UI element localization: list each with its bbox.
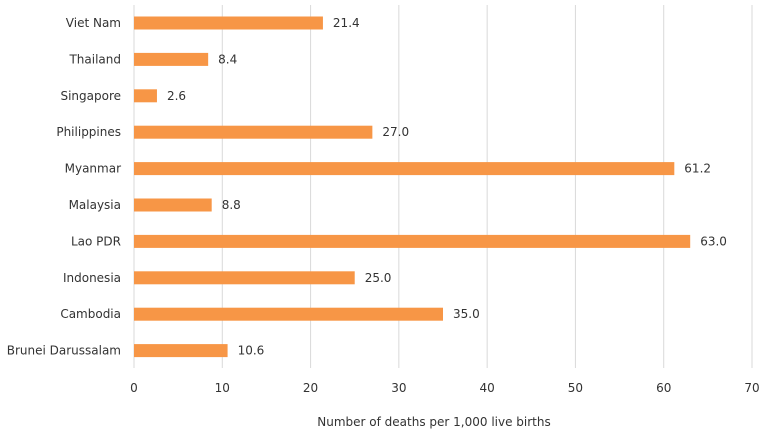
bar bbox=[134, 162, 675, 176]
bars bbox=[134, 16, 691, 358]
data-label: 25.0 bbox=[365, 271, 392, 285]
data-label: 8.8 bbox=[222, 198, 241, 212]
category-label: Thailand bbox=[68, 52, 121, 66]
bar bbox=[134, 52, 209, 66]
bar bbox=[134, 307, 443, 321]
category-label: Myanmar bbox=[65, 162, 121, 176]
bar bbox=[134, 16, 323, 30]
data-labels: 21.4 8.4 2.6 27.0 61.2 8.8 63.0 25.0 35.0 10.6 bbox=[167, 16, 727, 358]
bar bbox=[134, 344, 228, 358]
x-tick-label: 20 bbox=[303, 381, 318, 395]
data-label: 10.6 bbox=[238, 344, 265, 358]
category-label: Singapore bbox=[60, 89, 121, 103]
category-label: Brunei Darussalam bbox=[7, 344, 121, 358]
category-label: Indonesia bbox=[63, 271, 121, 285]
x-tick-label: 30 bbox=[391, 381, 406, 395]
data-label: 61.2 bbox=[684, 162, 711, 176]
gridlines bbox=[133, 5, 753, 368]
bar bbox=[134, 89, 157, 103]
bar bbox=[134, 125, 373, 139]
x-tick-label: 70 bbox=[744, 381, 759, 395]
category-label: Viet Nam bbox=[66, 16, 121, 30]
bar bbox=[134, 234, 691, 248]
bar bbox=[134, 198, 212, 212]
data-label: 35.0 bbox=[453, 307, 480, 321]
data-label: 63.0 bbox=[700, 234, 727, 248]
bar bbox=[134, 271, 355, 285]
data-label: 21.4 bbox=[333, 16, 360, 30]
x-axis-title: Number of deaths per 1,000 live births bbox=[317, 415, 550, 429]
data-label: 2.6 bbox=[167, 89, 186, 103]
x-tick-label: 50 bbox=[568, 381, 583, 395]
category-label: Cambodia bbox=[60, 307, 121, 321]
data-label: 8.4 bbox=[218, 52, 237, 66]
x-tick-label: 60 bbox=[656, 381, 671, 395]
x-tick-label: 40 bbox=[480, 381, 495, 395]
category-label: Malaysia bbox=[69, 198, 121, 212]
x-tick-label: 10 bbox=[215, 381, 230, 395]
x-tick-label: 0 bbox=[130, 381, 138, 395]
x-axis-tick-labels: 0 10 20 30 40 50 60 70 bbox=[130, 381, 759, 395]
category-label: Philippines bbox=[56, 125, 121, 139]
data-label: 27.0 bbox=[382, 125, 409, 139]
category-label: Lao PDR bbox=[71, 234, 121, 248]
category-labels: Viet Nam Thailand Singapore Philippines Myan… bbox=[7, 16, 121, 358]
